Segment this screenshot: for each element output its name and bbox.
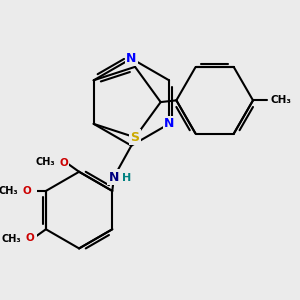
Text: S: S (130, 131, 140, 144)
Text: O: O (22, 186, 31, 196)
Text: N: N (164, 117, 174, 130)
Text: CH₃: CH₃ (270, 95, 291, 105)
Text: N: N (109, 170, 119, 184)
Text: CH₃: CH₃ (35, 157, 55, 167)
Text: H: H (122, 173, 131, 183)
Text: N: N (126, 52, 136, 65)
Text: O: O (59, 158, 68, 168)
Text: CH₃: CH₃ (2, 234, 22, 244)
Text: O: O (26, 233, 34, 243)
Text: CH₃: CH₃ (0, 186, 18, 196)
